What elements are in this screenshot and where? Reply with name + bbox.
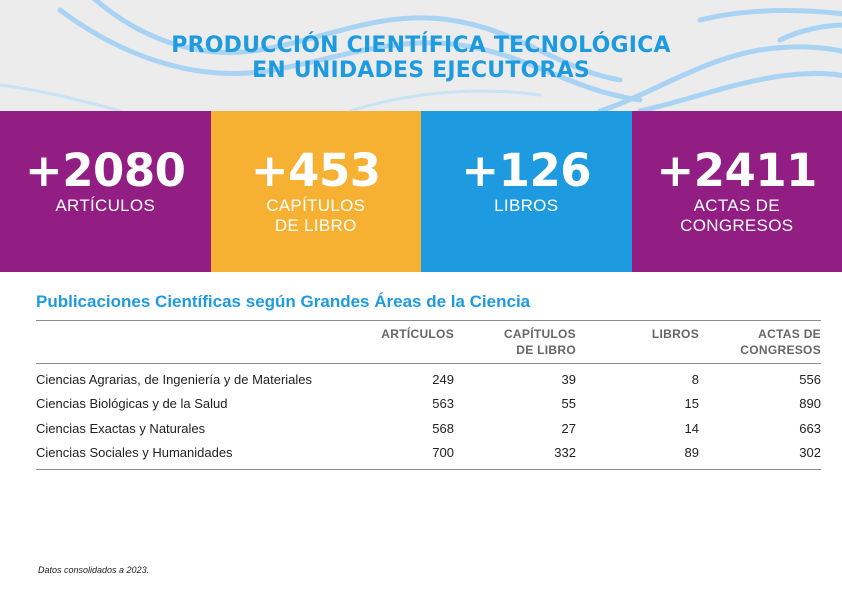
table-title: Publicaciones Científicas según Grandes … bbox=[36, 292, 531, 311]
stat-label: ARTÍCULOS bbox=[55, 196, 156, 215]
stats-row: +2080 ARTÍCULOS +453 CAPÍTULOS DE LIBRO … bbox=[0, 111, 842, 272]
table-header-rule bbox=[36, 363, 821, 364]
stat-label-2: DE LIBRO bbox=[274, 216, 357, 235]
row-area: Ciencias Agrarias, de Ingeniería y de Ma… bbox=[36, 372, 313, 387]
stat-value: +2080 bbox=[25, 144, 186, 197]
stat-actas: +2411 ACTAS DE CONGRESOS bbox=[631, 111, 842, 272]
cell-capitulos: 332 bbox=[554, 445, 576, 460]
table-row: Ciencias Exactas y Naturales 568 27 14 6… bbox=[36, 419, 821, 439]
cell-capitulos: 39 bbox=[561, 372, 576, 387]
cell-libros: 14 bbox=[684, 421, 699, 436]
column-header-capitulos: CAPÍTULOS DE LIBRO bbox=[456, 326, 576, 358]
cell-articulos: 563 bbox=[432, 396, 454, 411]
table-row: Ciencias Sociales y Humanidades 700 332 … bbox=[36, 443, 821, 463]
stat-libros: +126 LIBROS bbox=[421, 111, 632, 272]
column-header-line: LIBROS bbox=[651, 327, 699, 341]
stat-value: +126 bbox=[461, 144, 592, 197]
stat-label: LIBROS bbox=[494, 196, 559, 215]
column-header-articulos: ARTÍCULOS bbox=[334, 326, 454, 342]
cell-libros: 15 bbox=[684, 396, 699, 411]
table-top-rule bbox=[36, 320, 821, 321]
column-header-line: ARTÍCULOS bbox=[381, 327, 454, 341]
table-row: Ciencias Agrarias, de Ingeniería y de Ma… bbox=[36, 370, 821, 390]
stat-label: CAPÍTULOS bbox=[266, 196, 366, 215]
title-line-2: EN UNIDADES EJECUTORAS bbox=[252, 58, 590, 83]
footnote: Datos consolidados a 2023. bbox=[38, 565, 150, 575]
header-banner: PRODUCCIÓN CIENTÍFICA TECNOLÓGICA EN UNI… bbox=[0, 0, 842, 111]
title-line-1: PRODUCCIÓN CIENTÍFICA TECNOLÓGICA bbox=[171, 33, 671, 58]
wave-decoration-icon bbox=[0, 0, 842, 111]
cell-capitulos: 55 bbox=[561, 396, 576, 411]
cell-articulos: 249 bbox=[432, 372, 454, 387]
stat-articulos: +2080 ARTÍCULOS bbox=[0, 111, 211, 272]
stat-label: ACTAS DE bbox=[693, 196, 780, 215]
row-area: Ciencias Sociales y Humanidades bbox=[36, 445, 233, 460]
cell-capitulos: 27 bbox=[561, 421, 576, 436]
table-bottom-rule bbox=[36, 469, 821, 470]
stat-value: +2411 bbox=[656, 144, 818, 197]
cell-articulos: 568 bbox=[432, 421, 454, 436]
column-header-line: ACTAS DE bbox=[758, 327, 821, 341]
column-header-line-2: CONGRESOS bbox=[740, 343, 821, 357]
page-title: PRODUCCIÓN CIENTÍFICA TECNOLÓGICA EN UNI… bbox=[0, 33, 842, 83]
stat-label-2: CONGRESOS bbox=[680, 216, 794, 235]
stat-capitulos: +453 CAPÍTULOS DE LIBRO bbox=[210, 111, 421, 272]
column-header-libros: LIBROS bbox=[579, 326, 699, 342]
stat-value: +453 bbox=[250, 144, 381, 197]
column-header-line: CAPÍTULOS bbox=[503, 327, 576, 341]
cell-libros: 8 bbox=[691, 372, 699, 387]
column-header-line-2: DE LIBRO bbox=[516, 343, 576, 357]
table-row: Ciencias Biológicas y de la Salud 563 55… bbox=[36, 394, 821, 414]
row-area: Ciencias Biológicas y de la Salud bbox=[36, 396, 228, 411]
cell-actas: 663 bbox=[799, 421, 821, 436]
cell-libros: 89 bbox=[684, 445, 699, 460]
cell-actas: 302 bbox=[799, 445, 821, 460]
cell-actas: 556 bbox=[799, 372, 821, 387]
column-header-actas: ACTAS DE CONGRESOS bbox=[701, 326, 821, 358]
row-area: Ciencias Exactas y Naturales bbox=[36, 421, 206, 436]
cell-actas: 890 bbox=[799, 396, 821, 411]
cell-articulos: 700 bbox=[432, 445, 454, 460]
